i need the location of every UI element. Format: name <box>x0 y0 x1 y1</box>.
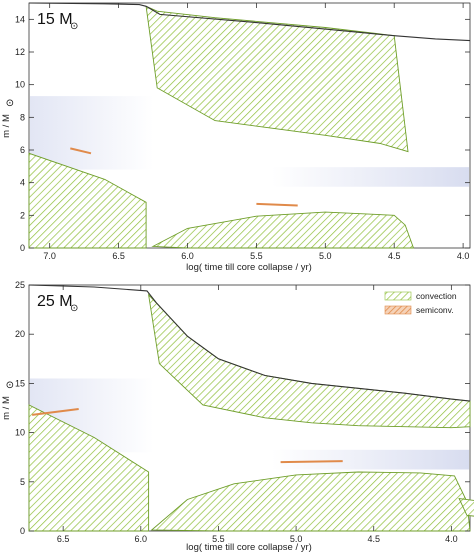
total-mass-line <box>28 2 471 42</box>
x-tick-label: 4.5 <box>367 534 380 544</box>
x-tick-label: 5.5 <box>212 534 225 544</box>
y-axis-label: m / M <box>1 114 12 138</box>
y-axis-sun-symbol: ⊙ <box>5 381 16 389</box>
y-axis-sun-symbol: ⊙ <box>5 99 16 107</box>
x-axis-label: log( time till core collapse / yr) <box>186 262 312 273</box>
y-tick-label: 12 <box>15 47 25 57</box>
x-tick-label: 4.5 <box>388 251 401 261</box>
x-tick-label: 6.0 <box>135 534 148 544</box>
y-tick-label: 20 <box>15 329 25 339</box>
semiconvection-zone-1 <box>280 460 343 464</box>
y-tick-label: 15 <box>15 378 25 388</box>
y-tick-label: 8 <box>20 112 25 122</box>
y-tick-label: 0 <box>20 526 25 536</box>
x-tick-label: 5.0 <box>290 534 303 544</box>
y-tick-label: 10 <box>15 428 25 438</box>
panel-25-msun: 6.5 6.0 5.5 5.0 4.5 4.0 0 5 10 15 20 25 25 M ⊙ log… <box>1 280 474 553</box>
legend-label-semiconvection: semiconv. <box>416 305 454 315</box>
x-tick-label: 4.0 <box>457 251 470 261</box>
sun-symbol: ⊙ <box>70 21 78 32</box>
x-tick-label: 5.5 <box>250 251 263 261</box>
legend: convection semiconv. <box>384 291 457 315</box>
radiative-tint <box>30 96 154 170</box>
semiconvection-zone-0 <box>31 408 79 416</box>
y-tick-label: 14 <box>15 14 25 24</box>
radiative-tint <box>271 449 469 470</box>
y-tick-label: 5 <box>20 477 25 487</box>
convection-zone-0 <box>28 152 147 249</box>
legend-swatch-semiconvection <box>384 305 412 315</box>
convection-zone-2 <box>150 471 471 532</box>
convection-zone-2 <box>151 211 415 249</box>
convection-zone-3 <box>458 497 474 517</box>
x-tick-label: 5.0 <box>319 251 332 261</box>
legend-label-convection: convection <box>416 291 457 301</box>
y-tick-label: 6 <box>20 145 25 155</box>
radiative-tint <box>271 167 469 187</box>
total-mass-line <box>28 284 471 402</box>
convection-zone-0 <box>28 404 150 532</box>
y-tick-label: 4 <box>20 178 25 188</box>
x-axis-label: log( time till core collapse / yr) <box>186 542 312 553</box>
x-tick-label: 6.0 <box>181 251 194 261</box>
sun-symbol: ⊙ <box>70 303 78 314</box>
y-tick-label: 10 <box>15 80 25 90</box>
panel-15-msun: 7.0 6.5 6.0 5.5 5.0 4.5 4.0 0 2 4 6 8 10 12 14 15 M ⊙… <box>1 2 471 273</box>
semiconvection-zone-1 <box>256 202 298 207</box>
panel-mass-label: 25 M <box>37 293 73 310</box>
y-tick-label: 25 <box>15 280 25 290</box>
semiconvection-zone-0 <box>70 147 92 155</box>
y-axis-label: m / M <box>1 396 12 420</box>
x-tick-label: 7.0 <box>43 251 56 261</box>
convection-zone-1 <box>145 5 409 153</box>
y-tick-label: 0 <box>20 243 25 253</box>
x-tick-label: 6.5 <box>112 251 125 261</box>
x-tick-label: 6.5 <box>57 534 70 544</box>
panel-mass-label: 15 M <box>37 11 73 28</box>
legend-swatch-convection <box>384 291 412 301</box>
plot-background-shading <box>30 96 469 187</box>
x-tick-label: 4.0 <box>445 534 458 544</box>
y-tick-label: 2 <box>20 210 25 220</box>
